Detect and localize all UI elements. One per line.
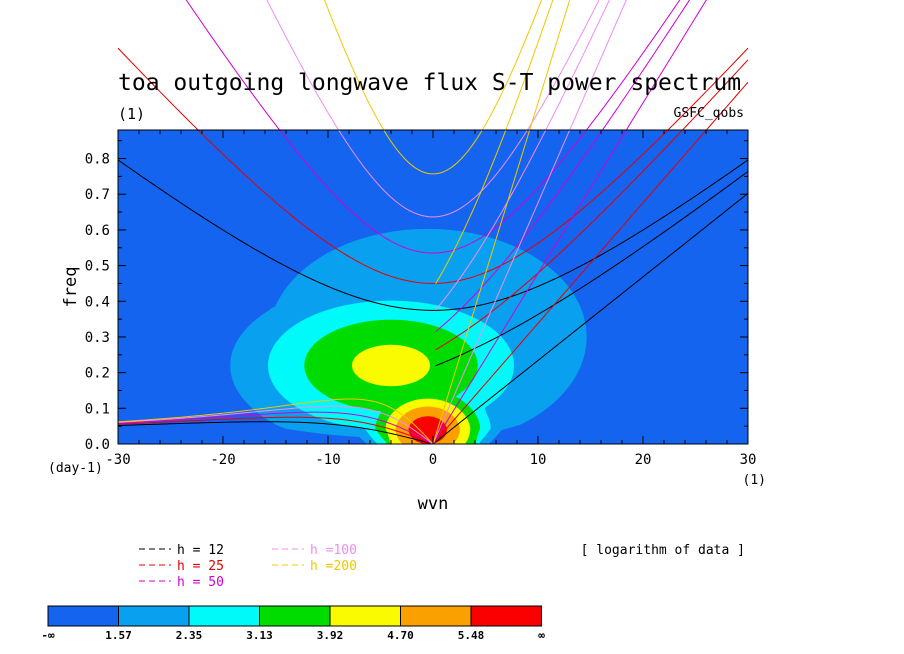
mrg-curve-h12 xyxy=(435,171,749,367)
colorbar-swatch xyxy=(118,605,190,627)
kelvin-curve-h100 xyxy=(432,0,627,444)
x-axis-units: (1) xyxy=(743,473,766,488)
x-tick-label: -30 xyxy=(105,452,130,468)
chart-subtitle-units: (1) xyxy=(118,105,145,123)
y-tick-label: 0.3 xyxy=(85,330,110,346)
colorbar-label: 3.92 xyxy=(317,629,344,642)
ig-curve-h100 xyxy=(266,0,600,218)
legend-label: h = 50 xyxy=(177,575,224,590)
axes: -30 -20 -10 0 10 20 30 0.0 0.1 0.2 0.3 0.4 0.5 0.6 0.7… xyxy=(85,130,757,468)
x-axis-label: wvn xyxy=(418,494,449,514)
colorbar-label: 5.48 xyxy=(458,629,485,642)
colorbar-swatch xyxy=(329,605,401,627)
mrg-curve-h200 xyxy=(435,0,554,285)
y-axis-label: freq xyxy=(61,267,81,308)
power-spectrum-fill xyxy=(118,130,748,444)
colorbar-label: ∞ xyxy=(538,629,545,642)
kelvin-curve-h12 xyxy=(432,192,749,444)
data-note: [ logarithm of data ] xyxy=(581,543,745,558)
y-tick-label: 0.7 xyxy=(85,187,110,203)
colorbar-swatch xyxy=(400,605,472,627)
legend-label: h =200 xyxy=(310,559,357,574)
x-tick-label: -20 xyxy=(210,452,235,468)
legend-label: h =100 xyxy=(310,543,357,558)
y-tick-label: 0.4 xyxy=(85,294,110,310)
rossby-curve-h12 xyxy=(117,421,434,444)
x-tick-label: 30 xyxy=(740,452,757,468)
dataset-label: GSFC_qobs xyxy=(674,106,744,121)
colorbar-label: 4.70 xyxy=(387,629,414,642)
y-tick-label: 0.2 xyxy=(85,366,110,382)
mrg-curve-h100 xyxy=(435,0,610,311)
y-tick-label: 0.6 xyxy=(85,223,110,239)
colorbar-swatch xyxy=(259,605,331,627)
colorbar-label: 2.35 xyxy=(176,629,203,642)
kelvin-curve-h50 xyxy=(432,0,707,444)
kelvin-curve-h25 xyxy=(432,81,749,444)
y-tick-label: 0.1 xyxy=(85,401,110,417)
ig-curve-h200 xyxy=(323,0,543,175)
x-tick-label: -10 xyxy=(315,452,340,468)
colorbar-swatch xyxy=(47,605,119,627)
dispersion-curves xyxy=(117,0,749,444)
rossby-curve-h50 xyxy=(117,411,434,444)
rossby-curve-h200 xyxy=(117,398,434,444)
colorbar-label: 1.57 xyxy=(105,629,132,642)
rossby-curve-h25 xyxy=(117,416,434,444)
colorbar-label: -∞ xyxy=(41,629,55,642)
ig-curve-h25 xyxy=(117,47,749,284)
colorbar-swatch xyxy=(470,605,542,627)
colorbar-swatch xyxy=(188,605,260,627)
y-tick-label: 0.8 xyxy=(85,152,110,168)
x-tick-label: 20 xyxy=(635,452,652,468)
ig-curve-h50 xyxy=(185,0,681,254)
kelvin-curve-h200 xyxy=(432,0,571,444)
colorbar: -∞ 1.57 2.35 3.13 3.92 4.70 5.48 ∞ xyxy=(41,605,545,642)
chart-title: toa outgoing longwave flux S-T power spe… xyxy=(118,70,741,96)
mrg-curve-h25 xyxy=(435,59,749,351)
y-tick-label: 0.0 xyxy=(85,437,110,453)
legend-label: h = 12 xyxy=(177,543,224,558)
ig-curve-h12 xyxy=(117,159,749,311)
y-axis-units: (day-1) xyxy=(48,461,103,476)
x-tick-label: 0 xyxy=(429,452,437,468)
mrg-curve-h50 xyxy=(435,0,691,332)
legend-label: h = 25 xyxy=(177,559,224,574)
colorbar-label: 3.13 xyxy=(246,629,273,642)
x-tick-label: 10 xyxy=(530,452,547,468)
y-tick-label: 0.5 xyxy=(85,259,110,275)
rossby-curve-h100 xyxy=(117,405,434,444)
